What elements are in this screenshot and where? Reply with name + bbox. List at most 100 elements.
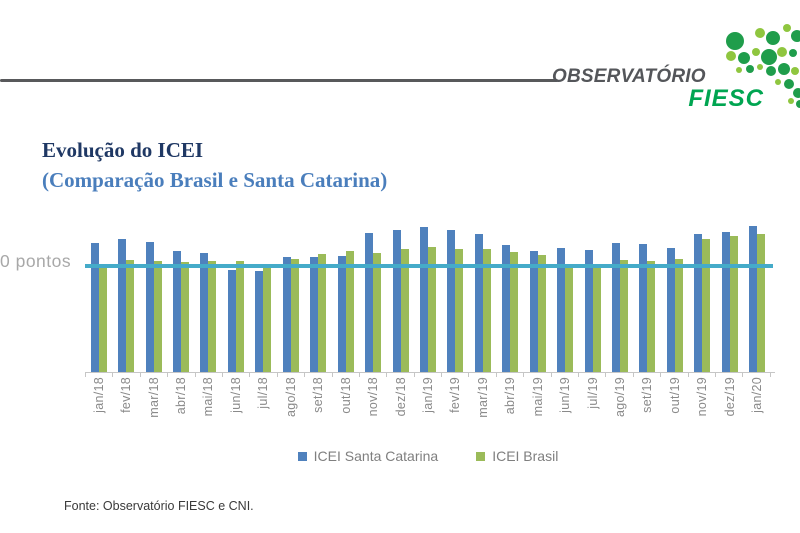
logo-dot — [738, 52, 750, 64]
x-label-cell: ago/19 — [606, 377, 633, 441]
bar-icei-brasil — [126, 259, 135, 372]
category-nov-19 — [689, 220, 716, 372]
category-jun-19 — [551, 220, 578, 372]
x-label-cell: fev/18 — [112, 377, 139, 441]
bar-icei-brasil — [647, 260, 656, 372]
category-set-18 — [305, 220, 332, 372]
axis-tick — [194, 372, 196, 377]
logo-dot — [757, 64, 763, 70]
category-jul-18 — [250, 220, 277, 372]
x-tick-label: ago/19 — [613, 377, 628, 418]
category-dez-18 — [387, 220, 414, 372]
category-dez-19 — [716, 220, 743, 372]
reference-line-label: 0 pontos — [0, 251, 72, 271]
x-label-cell: nov/18 — [359, 377, 386, 441]
axis-tick — [167, 372, 169, 377]
logo-dot — [766, 31, 780, 45]
x-tick-label: abr/19 — [503, 377, 518, 415]
x-tick-label: abr/18 — [174, 377, 189, 415]
bar-icei-santa-catarina — [721, 231, 730, 372]
bar-icei-brasil — [373, 252, 382, 372]
bar-icei-brasil — [702, 238, 711, 372]
bar-icei-santa-catarina — [529, 251, 538, 372]
bar-icei-santa-catarina — [145, 241, 154, 372]
x-tick-label: nov/19 — [695, 377, 710, 417]
axis-tick — [331, 372, 333, 377]
bar-icei-brasil — [181, 261, 190, 372]
bar-icei-brasil — [427, 247, 436, 372]
x-tick-label: dez/19 — [722, 377, 737, 417]
observatorio-logo-text: OBSERVATÓRIO — [552, 66, 706, 87]
bar-icei-santa-catarina — [310, 256, 319, 372]
axis-tick — [605, 372, 607, 377]
x-label-cell: dez/19 — [716, 377, 743, 441]
bar-icei-brasil — [318, 254, 327, 372]
category-ago-19 — [606, 220, 633, 372]
title-block: Evolução do ICEI (Comparação Brasil e Sa… — [42, 135, 387, 195]
bar-icei-santa-catarina — [502, 244, 511, 372]
x-tick-label: mai/18 — [201, 377, 216, 417]
bar-icei-brasil — [290, 258, 299, 372]
fiesc-logo-text: FIESC — [688, 85, 764, 112]
bar-icei-santa-catarina — [749, 225, 758, 372]
axis-tick — [112, 372, 114, 377]
bar-icei-brasil — [345, 250, 354, 372]
axis-tick — [358, 372, 360, 377]
logo-dot — [726, 32, 744, 50]
x-label-cell: mar/18 — [140, 377, 167, 441]
x-tick-label: jun/19 — [558, 377, 573, 413]
logo-dot — [775, 79, 781, 85]
axis-tick — [139, 372, 141, 377]
bar-icei-santa-catarina — [173, 250, 182, 372]
axis-tick — [523, 372, 525, 377]
axis-tick — [550, 372, 552, 377]
bar-icei-santa-catarina — [639, 243, 648, 372]
x-label-cell: jul/18 — [250, 377, 277, 441]
header-divider-line — [0, 79, 558, 82]
x-label-cell: jan/19 — [414, 377, 441, 441]
x-axis-line — [85, 372, 775, 373]
category-abr-19 — [497, 220, 524, 372]
x-label-cell: jan/18 — [85, 377, 112, 441]
logo-dot — [789, 49, 797, 57]
axis-tick — [304, 372, 306, 377]
x-tick-label: jul/18 — [256, 377, 271, 409]
axis-tick — [441, 372, 443, 377]
bar-icei-santa-catarina — [694, 233, 703, 372]
x-tick-label: mar/18 — [146, 377, 161, 418]
legend-swatch-icon — [297, 451, 307, 461]
bar-icei-santa-catarina — [557, 247, 566, 372]
logo-dot — [766, 66, 776, 76]
x-label-cell: dez/18 — [387, 377, 414, 441]
x-tick-label: jun/18 — [228, 377, 243, 413]
axis-tick — [468, 372, 470, 377]
axis-tick — [495, 372, 497, 377]
bar-icei-brasil — [455, 248, 464, 372]
legend-item-icei-brasil: ICEI Brasil — [476, 448, 558, 464]
x-label-cell: set/19 — [634, 377, 661, 441]
logo-dot — [793, 88, 800, 98]
logo-dot — [761, 49, 777, 65]
axis-tick — [276, 372, 278, 377]
x-label-cell: fev/19 — [442, 377, 469, 441]
page-title: Evolução do ICEI — [42, 138, 204, 162]
bar-icei-santa-catarina — [227, 270, 236, 372]
logo-dot — [752, 48, 760, 56]
category-fev-19 — [442, 220, 469, 372]
x-label-cell: out/19 — [661, 377, 688, 441]
category-set-19 — [634, 220, 661, 372]
x-tick-label: fev/19 — [448, 377, 463, 413]
x-label-cell: out/18 — [332, 377, 359, 441]
x-tick-label: set/19 — [640, 377, 655, 413]
x-tick-label: mar/19 — [475, 377, 490, 418]
legend-item-icei-santa-catarina: ICEI Santa Catarina — [297, 448, 438, 464]
logo-dot — [788, 98, 794, 104]
category-abr-18 — [167, 220, 194, 372]
logo-dot — [726, 51, 736, 61]
page-subtitle: (Comparação Brasil e Santa Catarina) — [42, 168, 388, 192]
bar-icei-brasil — [729, 236, 738, 372]
plot-area — [85, 220, 771, 372]
bar-icei-brasil — [400, 249, 409, 372]
axis-tick — [632, 372, 634, 377]
category-jul-19 — [579, 220, 606, 372]
